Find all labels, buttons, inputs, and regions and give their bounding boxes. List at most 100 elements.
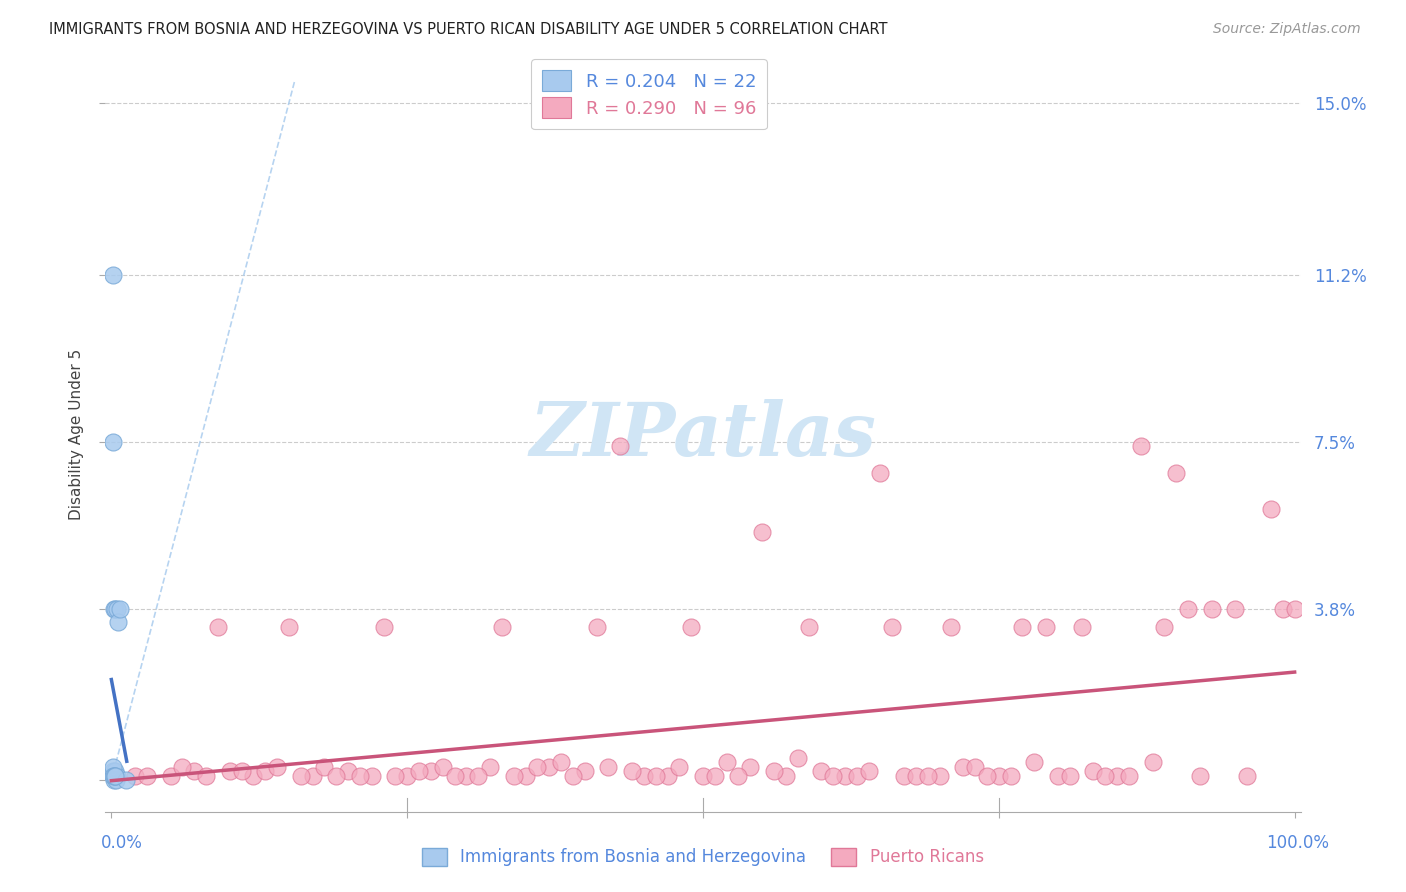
Point — [419, 764, 441, 778]
Point — [904, 769, 927, 783]
Point — [869, 467, 891, 481]
Point — [823, 769, 845, 783]
Point — [1059, 769, 1081, 783]
Point — [384, 769, 406, 783]
Point — [337, 764, 360, 778]
Point — [893, 769, 915, 783]
Point — [104, 769, 127, 783]
Point — [104, 769, 127, 783]
Point — [952, 759, 974, 773]
Point — [105, 769, 128, 783]
Point — [101, 764, 124, 778]
Point — [644, 769, 666, 783]
Point — [1166, 467, 1188, 481]
Point — [585, 620, 607, 634]
Point — [124, 769, 146, 783]
Point — [101, 268, 124, 282]
Point — [1177, 601, 1199, 615]
Point — [976, 769, 998, 783]
Point — [104, 601, 127, 615]
Point — [740, 759, 762, 773]
Point — [1024, 755, 1046, 769]
Point — [1107, 769, 1129, 783]
Point — [114, 773, 136, 788]
Point — [703, 769, 725, 783]
Point — [538, 759, 561, 773]
Point — [1000, 769, 1022, 783]
Point — [609, 439, 631, 453]
Point — [456, 769, 478, 783]
Text: ZIPatlas: ZIPatlas — [530, 399, 876, 471]
Point — [491, 620, 513, 634]
Point — [103, 769, 125, 783]
Point — [526, 759, 548, 773]
Point — [882, 620, 904, 634]
Point — [1201, 601, 1223, 615]
Text: 100.0%: 100.0% — [1265, 834, 1329, 852]
Point — [657, 769, 679, 783]
Point — [561, 769, 583, 783]
Point — [104, 769, 127, 783]
Point — [692, 769, 714, 783]
Point — [799, 620, 821, 634]
Point — [207, 620, 229, 634]
Point — [1129, 439, 1152, 453]
Point — [107, 615, 129, 629]
Point — [105, 769, 128, 783]
Point — [467, 769, 489, 783]
Point — [845, 769, 868, 783]
Point — [443, 769, 465, 783]
Point — [105, 773, 128, 788]
Point — [775, 769, 797, 783]
Point — [105, 601, 128, 615]
Point — [1118, 769, 1140, 783]
Point — [159, 769, 181, 783]
Point — [103, 601, 125, 615]
Text: Source: ZipAtlas.com: Source: ZipAtlas.com — [1213, 22, 1361, 37]
Point — [108, 601, 131, 615]
Point — [751, 524, 773, 539]
Point — [101, 769, 124, 783]
Point — [502, 769, 524, 783]
Point — [965, 759, 987, 773]
Point — [1046, 769, 1069, 783]
Point — [1153, 620, 1175, 634]
Point — [917, 769, 939, 783]
Point — [290, 769, 312, 783]
Point — [941, 620, 963, 634]
Point — [1271, 601, 1294, 615]
Point — [103, 769, 125, 783]
Point — [432, 759, 454, 773]
Point — [183, 764, 205, 778]
Point — [1188, 769, 1211, 783]
Point — [668, 759, 690, 773]
Legend: R = 0.204   N = 22, R = 0.290   N = 96: R = 0.204 N = 22, R = 0.290 N = 96 — [531, 60, 766, 129]
Point — [1035, 620, 1057, 634]
Point — [987, 769, 1010, 783]
Point — [681, 620, 703, 634]
Point — [810, 764, 832, 778]
Point — [231, 764, 253, 778]
Point — [101, 434, 124, 449]
Point — [1260, 502, 1282, 516]
Point — [1142, 755, 1164, 769]
Point — [314, 759, 336, 773]
Text: IMMIGRANTS FROM BOSNIA AND HERZEGOVINA VS PUERTO RICAN DISABILITY AGE UNDER 5 CO: IMMIGRANTS FROM BOSNIA AND HERZEGOVINA V… — [49, 22, 887, 37]
Point — [834, 769, 856, 783]
Point — [621, 764, 644, 778]
Point — [550, 755, 572, 769]
Y-axis label: Disability Age Under 5: Disability Age Under 5 — [69, 350, 84, 520]
Point — [786, 750, 808, 764]
Point — [373, 620, 395, 634]
Point — [928, 769, 950, 783]
Point — [858, 764, 880, 778]
Point — [135, 769, 157, 783]
Point — [479, 759, 502, 773]
Point — [1011, 620, 1033, 634]
Point — [301, 769, 323, 783]
Point — [103, 773, 125, 788]
Point — [762, 764, 785, 778]
Legend: Immigrants from Bosnia and Herzegovina, Puerto Ricans: Immigrants from Bosnia and Herzegovina, … — [415, 841, 991, 873]
Point — [104, 764, 127, 778]
Point — [515, 769, 537, 783]
